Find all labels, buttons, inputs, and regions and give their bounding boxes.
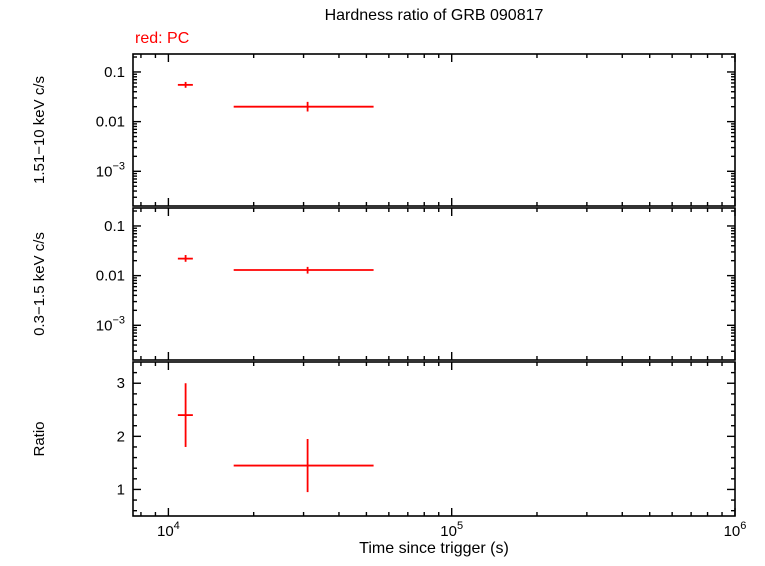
tick-label: 0.1: [104, 64, 125, 81]
tick-label: 10−3: [96, 160, 125, 180]
y-axis-label: Ratio: [31, 421, 48, 456]
tick-label: 104: [157, 520, 180, 540]
panel-2: 1 2 3 Ratio: [31, 361, 736, 517]
chart-title: Hardness ratio of GRB 090817: [324, 7, 544, 24]
x-axis-title: Time since trigger (s): [359, 540, 509, 557]
tick-label: 0.01: [96, 268, 125, 285]
tick-label: 0.1: [104, 218, 125, 235]
panel-1: 0.1 0.01 10−3 0.3−1.5 keV c/s: [31, 207, 736, 361]
tick-label: 106: [724, 520, 747, 540]
tick-label: 10−3: [96, 314, 125, 334]
y-axis-label: 0.3−1.5 keV c/s: [31, 232, 48, 336]
tick-label: 0.01: [96, 114, 125, 131]
legend-pc-label: red: PC: [135, 30, 190, 47]
tick-label: 2: [117, 428, 125, 445]
tick-label: 105: [440, 520, 463, 540]
panel-frame: [132, 361, 736, 517]
panel-frame: [132, 53, 736, 207]
tick-label: 1: [117, 481, 125, 498]
panel-0: 0.1 0.01 10−3 1.51−10 keV c/s: [31, 53, 736, 207]
y-axis-label: 1.51−10 keV c/s: [31, 76, 48, 184]
panel-frame: [132, 207, 736, 361]
tick-label: 3: [117, 375, 125, 392]
